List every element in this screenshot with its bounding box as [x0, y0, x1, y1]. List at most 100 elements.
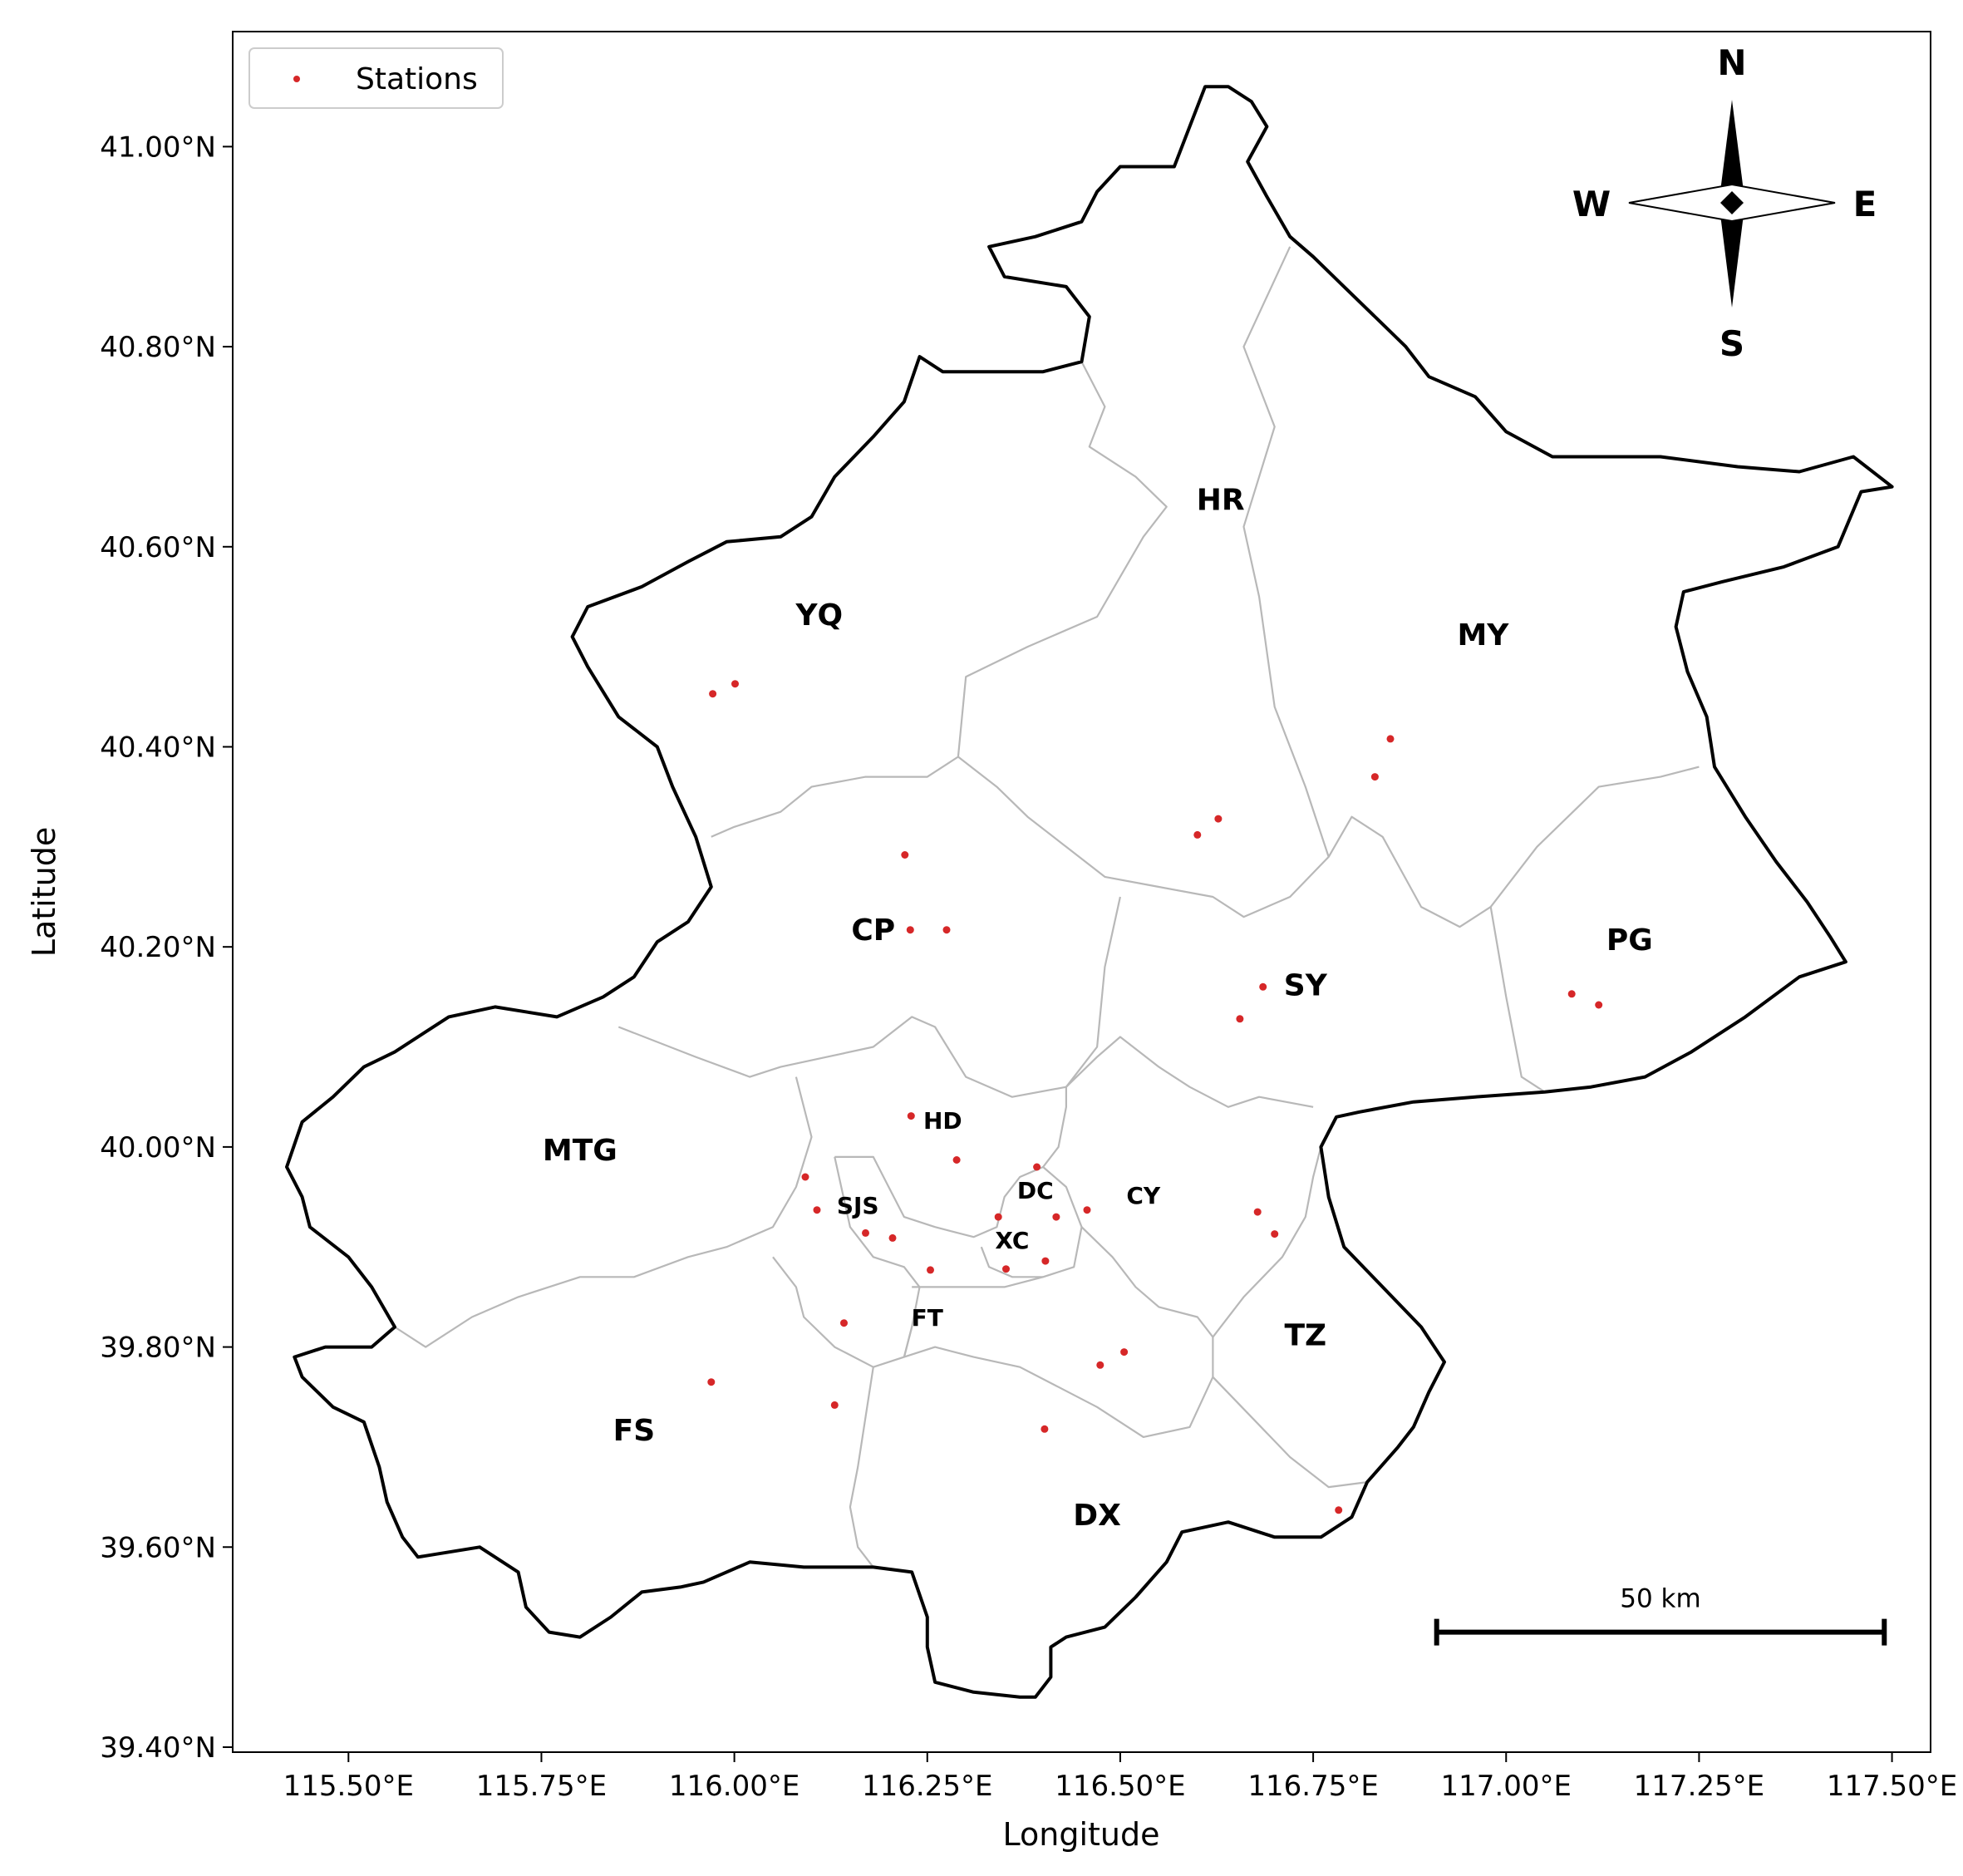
compass-w-label: W: [1572, 184, 1611, 224]
station-marker: [731, 680, 739, 688]
district-label-mtg: MTG: [543, 1134, 617, 1168]
district-border-line: [903, 1226, 1214, 1439]
station-marker: [862, 1229, 869, 1237]
y-tick-label: 39.80°N: [100, 1332, 216, 1365]
district-label-sy: SY: [1284, 968, 1328, 1002]
station-marker: [1120, 1348, 1129, 1357]
district-border-line: [903, 1327, 913, 1357]
station-marker: [1041, 1257, 1050, 1265]
x-tick-label: 117.50°E: [1827, 1770, 1957, 1803]
compass-e-label: E: [1853, 184, 1877, 224]
scale-bar: 50 km: [1434, 1584, 1887, 1646]
station-marker: [1386, 735, 1395, 743]
district-label-my: MY: [1457, 618, 1509, 652]
station-marker: [1041, 1425, 1049, 1433]
station-marker: [1595, 1001, 1603, 1009]
compass-rose: N S W E: [1572, 42, 1877, 364]
compass-n-label: N: [1717, 42, 1746, 83]
district-label-pg: PG: [1606, 923, 1653, 958]
station-marker: [927, 1266, 934, 1274]
station-marker: [942, 926, 951, 934]
station-marker: [1335, 1506, 1343, 1514]
x-tick-label: 115.75°E: [476, 1770, 607, 1803]
station-marker: [907, 1112, 915, 1120]
district-labels: YQ HR MY CP SY PG HD MTG SJS DC CY XC FT TZ FS DX: [543, 484, 1653, 1534]
station-marker: [1096, 1361, 1104, 1369]
y-tick-label: 41.00°N: [100, 130, 216, 164]
station-marker: [952, 1156, 961, 1164]
compass-center-icon: [1720, 191, 1744, 214]
y-axis-label: Latitude: [26, 827, 62, 957]
y-tick-label: 40.00°N: [100, 1131, 216, 1164]
y-tick-label: 40.40°N: [100, 731, 216, 764]
compass-south-needle-icon: [1720, 214, 1744, 308]
district-border-line: [711, 361, 1168, 838]
legend-label: Stations: [356, 62, 478, 96]
station-marker: [801, 1173, 809, 1181]
compass-s-label: S: [1719, 323, 1744, 364]
station-marker: [1193, 830, 1202, 839]
district-border-line: [1065, 896, 1121, 1088]
station-marker: [709, 690, 717, 698]
district-border-line: [834, 1155, 1083, 1278]
district-borders: [394, 246, 1700, 1568]
station-marker: [840, 1319, 848, 1327]
district-label-yq: YQ: [795, 598, 843, 633]
station-marker: [994, 1213, 1002, 1221]
y-tick-label: 39.40°N: [100, 1731, 216, 1765]
plot-area-frame: [232, 31, 1931, 1753]
x-axis-label: Longitude: [1003, 1816, 1160, 1853]
station-marker: [1567, 990, 1576, 998]
y-tick-label: 40.80°N: [100, 331, 216, 364]
legend-box: [248, 47, 504, 109]
x-axis-ticks: 115.50°E 115.75°E 116.00°E 116.25°E 116.50°E…: [283, 1752, 1957, 1803]
station-marker: [830, 1401, 839, 1409]
district-border-line: [1212, 1146, 1322, 1338]
x-tick-label: 116.25°E: [862, 1770, 992, 1803]
district-label-fs: FS: [613, 1414, 656, 1448]
station-marker: [1083, 1206, 1091, 1214]
station-marker: [813, 1206, 821, 1214]
x-tick-label: 116.50°E: [1055, 1770, 1185, 1803]
compass-north-needle-icon: [1720, 100, 1744, 191]
station-marker: [1253, 1208, 1262, 1216]
scale-bar-label: 50 km: [1620, 1584, 1700, 1614]
station-marker: [1002, 1265, 1010, 1273]
x-tick-label: 117.00°E: [1441, 1770, 1572, 1803]
district-label-cp: CP: [851, 913, 895, 948]
station-marker: [1214, 815, 1223, 823]
district-border-line: [1242, 246, 1330, 858]
beijing-boundary: [285, 85, 1894, 1699]
district-border-line: [1489, 906, 1546, 1093]
district-label-hd: HD: [923, 1107, 962, 1135]
district-border-line: [849, 1366, 874, 1568]
district-border-line: [912, 1276, 1044, 1288]
legend[interactable]: Stations: [248, 47, 504, 109]
district-label-cy: CY: [1126, 1182, 1161, 1209]
x-tick-label: 116.00°E: [669, 1770, 799, 1803]
district-border-line: [394, 1076, 813, 1348]
x-tick-label: 115.50°E: [283, 1770, 414, 1803]
station-marker: [1236, 1015, 1244, 1023]
district-label-dx: DX: [1073, 1499, 1121, 1533]
district-border-line: [1042, 1086, 1068, 1168]
district-label-xc: XC: [995, 1227, 1029, 1254]
beijing-boundary-outline: [285, 85, 1894, 1699]
district-label-ft: FT: [912, 1304, 943, 1332]
district-label-tz: TZ: [1284, 1319, 1326, 1353]
station-marker: [707, 1378, 716, 1386]
station-marker: [906, 926, 914, 934]
station-marker: [901, 851, 909, 859]
station-markers: [707, 680, 1603, 1514]
station-marker: [1271, 1230, 1279, 1238]
y-axis-ticks: 39.40°N 39.60°N 39.80°N 40.00°N 40.20°N 40.40…: [100, 130, 233, 1765]
y-tick-label: 40.60°N: [100, 531, 216, 564]
district-label-dc: DC: [1017, 1177, 1054, 1204]
district-border-line: [1212, 1376, 1368, 1489]
y-tick-label: 39.60°N: [100, 1531, 216, 1564]
station-marker: [1259, 982, 1267, 991]
station-marker: [1370, 773, 1379, 781]
x-tick-label: 116.75°E: [1247, 1770, 1378, 1803]
y-tick-label: 40.20°N: [100, 931, 216, 964]
